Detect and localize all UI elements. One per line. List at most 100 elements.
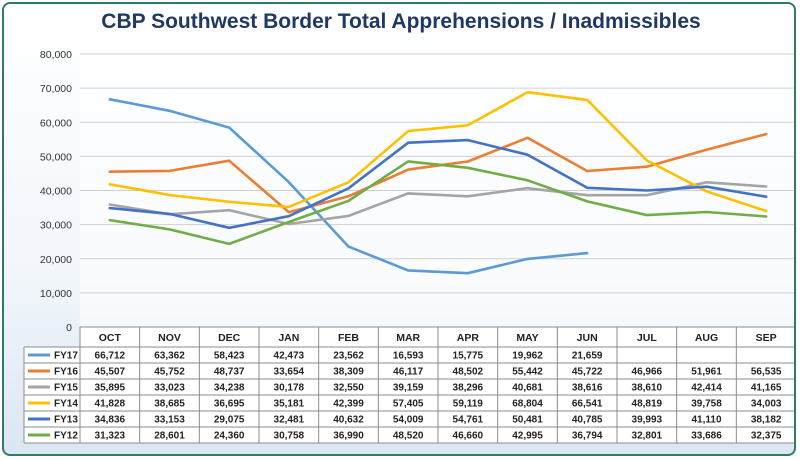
data-label: 45,722 [572, 367, 603, 378]
series-line-fy15 [108, 181, 768, 226]
data-label: 16,593 [393, 351, 424, 362]
chart-frame: CBP Southwest Border Total Apprehensions… [2, 2, 796, 456]
data-label: 42,995 [512, 431, 543, 442]
chart-title: CBP Southwest Border Total Apprehensions… [101, 10, 701, 33]
data-label: 24,360 [214, 431, 245, 442]
data-label: 36,990 [333, 431, 364, 442]
data-label: 46,966 [632, 367, 663, 378]
y-tick-label: 10,000 [40, 288, 72, 300]
x-tick-label: NOV [158, 332, 181, 344]
x-tick-label: MAR [396, 332, 420, 344]
x-tick-label: JAN [278, 332, 299, 344]
data-label: 38,296 [453, 383, 484, 394]
data-label: 50,481 [512, 415, 543, 426]
data-label: 54,009 [393, 415, 424, 426]
data-label: 30,758 [274, 431, 305, 442]
data-label: 54,761 [453, 415, 484, 426]
data-label: 45,507 [95, 367, 126, 378]
data-label: 40,785 [572, 415, 603, 426]
legend-entry: FY14 [54, 399, 78, 410]
data-label: 19,962 [512, 351, 543, 362]
data-label: 36,695 [214, 399, 245, 410]
data-label: 48,819 [632, 399, 663, 410]
data-label: 55,442 [512, 367, 543, 378]
legend-entry: FY12 [54, 431, 78, 442]
legend-entry: FY13 [54, 415, 78, 426]
y-tick-label: 60,000 [40, 117, 72, 129]
data-label: 41,110 [691, 415, 721, 426]
data-label: 21,659 [572, 351, 603, 362]
x-tick-label: JUL [637, 332, 657, 344]
data-label: 63,362 [154, 351, 185, 362]
y-tick-label: 0 [66, 322, 72, 334]
data-label: 33,023 [154, 383, 185, 394]
x-tick-label: SEP [756, 332, 777, 344]
legend-entry: FY15 [54, 383, 78, 394]
data-label: 32,375 [751, 431, 782, 442]
data-label: 48,520 [393, 431, 424, 442]
data-label: 48,502 [453, 367, 484, 378]
data-label: 39,159 [393, 383, 424, 394]
data-label: 45,752 [154, 367, 185, 378]
data-label: 33,654 [274, 367, 305, 378]
legend-entry: FY16 [54, 367, 78, 378]
data-label: 46,117 [393, 367, 423, 378]
x-tick-label: FEB [338, 332, 359, 344]
data-label: 34,003 [751, 399, 782, 410]
x-tick-label: OCT [99, 332, 122, 344]
data-label: 42,473 [274, 351, 305, 362]
data-label: 68,804 [512, 399, 543, 410]
data-label: 42,399 [333, 399, 364, 410]
y-tick-label: 30,000 [40, 220, 72, 232]
legend-entry: FY17 [54, 351, 78, 362]
series-lines [108, 90, 768, 275]
data-label: 57,405 [393, 399, 424, 410]
data-label: 38,610 [632, 383, 663, 394]
data-label: 36,794 [572, 431, 603, 442]
x-tick-label: AUG [695, 332, 718, 344]
data-label: 31,323 [95, 431, 126, 442]
line-chart: 0 10,000 20,000 30,000 40,000 50,000 60,000 70,… [23, 49, 794, 444]
data-label: 66,541 [572, 399, 603, 410]
data-label: 42,414 [691, 383, 722, 394]
series-line-fy12 [108, 160, 768, 246]
y-tick-label: 40,000 [40, 186, 72, 198]
x-tick-label: APR [457, 332, 480, 344]
y-tick-label: 80,000 [40, 49, 72, 61]
data-label: 32,481 [274, 415, 305, 426]
data-label: 33,686 [691, 431, 722, 442]
data-label: 29,075 [214, 415, 245, 426]
data-label: 66,712 [95, 351, 126, 362]
data-label: 51,961 [691, 367, 722, 378]
x-tick-label: JUN [577, 332, 598, 344]
y-tick-label: 70,000 [40, 83, 72, 95]
data-label: 39,993 [632, 415, 663, 426]
data-label: 23,562 [333, 351, 364, 362]
data-label: 39,758 [691, 399, 722, 410]
gridlines [80, 53, 794, 328]
series-line-fy14 [108, 90, 768, 213]
data-label: 28,601 [154, 431, 185, 442]
data-label: 38,685 [154, 399, 185, 410]
x-tick-label: DEC [218, 332, 241, 344]
data-label: 34,238 [214, 383, 245, 394]
data-label: 58,423 [214, 351, 245, 362]
data-label: 46,660 [453, 431, 484, 442]
data-label: 32,801 [632, 431, 663, 442]
data-label: 48,737 [214, 367, 245, 378]
data-label: 35,895 [95, 383, 126, 394]
data-label: 41,165 [751, 383, 782, 394]
x-tick-label: MAY [516, 332, 538, 344]
data-label: 41,828 [95, 399, 126, 410]
data-label: 30,178 [274, 383, 305, 394]
y-tick-label: 20,000 [40, 254, 72, 266]
data-label: 15,775 [453, 351, 484, 362]
series-line-fy13 [108, 138, 768, 230]
data-label: 32,550 [333, 383, 364, 394]
data-label: 38,309 [333, 367, 364, 378]
series-line-fy17 [108, 98, 589, 275]
data-label: 33,153 [154, 415, 185, 426]
data-label: 35,181 [274, 399, 305, 410]
y-tick-label: 50,000 [40, 151, 72, 163]
data-label: 38,182 [751, 415, 782, 426]
